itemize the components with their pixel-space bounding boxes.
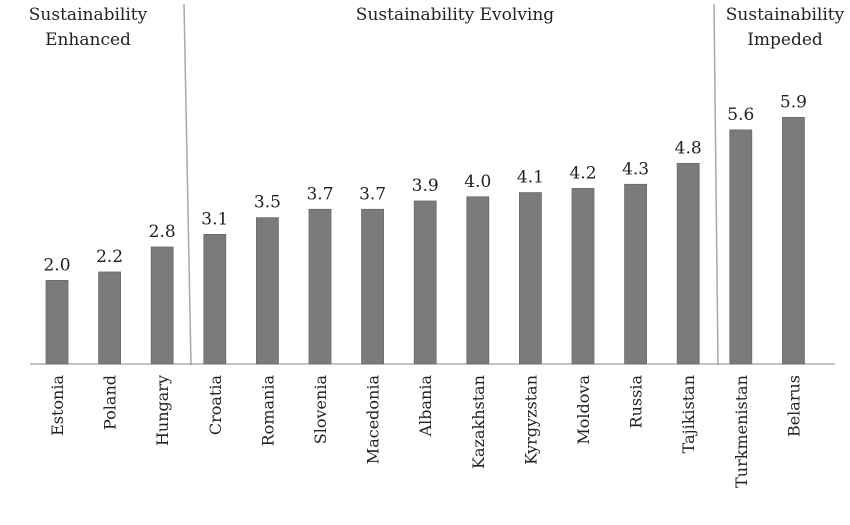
bars-group: [45, 117, 805, 365]
bar-kyrgyzstan: [519, 192, 542, 365]
zone-label-impeded-line2: Impeded: [747, 30, 823, 50]
bar-russia: [624, 183, 647, 365]
category-label-albania: Albania: [416, 375, 435, 438]
data-label-romania: 3.5: [254, 193, 281, 213]
bar-moldova: [571, 187, 595, 365]
category-label-russia: Russia: [627, 375, 646, 429]
category-label-kyrgyzstan: Kyrgyzstan: [521, 375, 540, 465]
zone-label-evolving-line1: Sustainability Evolving: [355, 5, 555, 25]
category-label-romania: Romania: [258, 375, 277, 447]
category-labels-group: Estonia Poland Hungary Croatia Romania Sloven…: [48, 375, 803, 488]
zone-dividers: [183, 3, 719, 366]
data-label-tajikistan: 4.8: [675, 138, 702, 158]
bar-hungary: [150, 246, 174, 365]
data-label-belarus: 5.9: [780, 92, 807, 112]
category-label-poland: Poland: [101, 375, 120, 430]
category-label-croatia: Croatia: [206, 375, 225, 436]
data-label-croatia: 3.1: [201, 209, 228, 229]
zone-divider-right: [713, 3, 719, 366]
bar-estonia: [45, 279, 69, 365]
zone-label-evolving: Sustainability Evolving: [300, 3, 610, 28]
zone-label-impeded: Sustainability Impeded: [715, 3, 850, 53]
data-label-hungary: 2.8: [149, 222, 176, 242]
category-label-hungary: Hungary: [153, 375, 172, 446]
category-label-turkmenistan: Turkmenistan: [732, 375, 751, 488]
data-label-poland: 2.2: [96, 247, 123, 267]
category-label-slovenia: Slovenia: [311, 375, 330, 445]
data-label-macedonia: 3.7: [359, 184, 386, 204]
data-label-turkmenistan: 5.6: [727, 105, 754, 125]
bar-macedonia: [361, 208, 385, 365]
bar-romania: [255, 217, 279, 365]
bar-tajikistan: [676, 162, 700, 365]
data-label-slovenia: 3.7: [306, 184, 333, 204]
category-label-estonia: Estonia: [48, 375, 67, 436]
zone-label-impeded-line1: Sustainability: [725, 5, 845, 25]
data-label-kazakhstan: 4.0: [464, 172, 491, 192]
category-label-belarus: Belarus: [784, 375, 803, 437]
bar-poland: [98, 271, 121, 365]
data-label-estonia: 2.0: [43, 255, 70, 275]
category-label-macedonia: Macedonia: [364, 375, 383, 465]
category-label-kazakhstan: Kazakhstan: [469, 375, 488, 469]
bar-croatia: [203, 233, 227, 365]
data-label-russia: 4.3: [622, 159, 649, 179]
category-label-moldova: Moldova: [574, 375, 593, 445]
zone-label-enhanced: Sustainability Enhanced: [8, 3, 168, 53]
data-label-albania: 3.9: [412, 176, 439, 196]
zone-label-enhanced-line1: Sustainability: [28, 5, 148, 25]
bar-albania: [413, 200, 437, 365]
category-label-tajikistan: Tajikistan: [679, 375, 698, 453]
bar-belarus: [782, 117, 805, 365]
bar-slovenia: [308, 208, 332, 365]
zone-divider-left: [183, 3, 192, 366]
bar-kazakhstan: [466, 196, 490, 365]
data-label-moldova: 4.2: [569, 163, 596, 183]
bar-turkmenistan: [729, 129, 753, 365]
data-labels-group: 2.0 2.2 2.8 3.1 3.5 3.7 3.7 3.9 4.0 4.1 4.2 4.3 4.8 5…: [43, 92, 806, 275]
data-label-kyrgyzstan: 4.1: [517, 168, 544, 188]
zone-label-enhanced-line2: Enhanced: [45, 30, 131, 50]
